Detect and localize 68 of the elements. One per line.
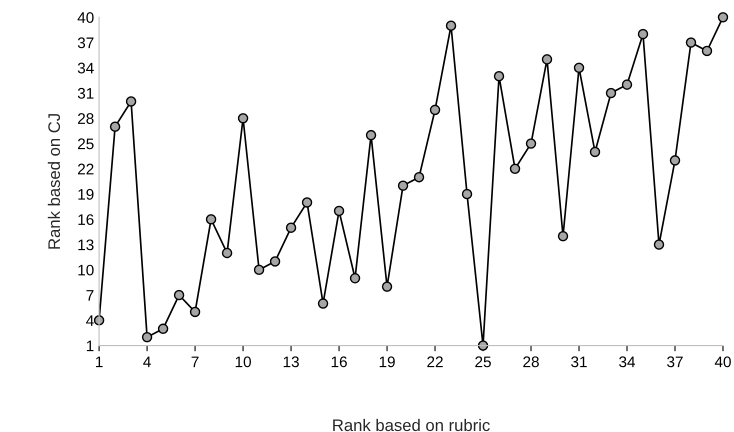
point bbox=[414, 172, 424, 182]
point bbox=[526, 138, 536, 149]
point bbox=[606, 88, 616, 98]
y-tick-label: 16 bbox=[78, 214, 94, 226]
point bbox=[702, 46, 712, 56]
point bbox=[158, 324, 168, 334]
point bbox=[366, 130, 376, 140]
point bbox=[270, 256, 280, 267]
point bbox=[462, 188, 472, 200]
point bbox=[174, 290, 184, 300]
point bbox=[126, 96, 136, 107]
y-tick-label: 19 bbox=[78, 188, 94, 200]
point bbox=[430, 104, 440, 116]
y-tick-label: 25 bbox=[78, 138, 94, 150]
x-tick-label: 28 bbox=[523, 356, 539, 368]
point bbox=[590, 146, 600, 158]
y-tick-label: 40 bbox=[78, 12, 94, 23]
x-axis-title: Rank based on rubric bbox=[333, 418, 490, 432]
y-tick-label: 1 bbox=[86, 340, 94, 352]
x-tick-label: 13 bbox=[284, 356, 299, 368]
y-tick-label: 4 bbox=[86, 315, 94, 326]
point bbox=[718, 12, 728, 22]
point bbox=[510, 164, 520, 174]
x-tick-label: 4 bbox=[143, 356, 151, 368]
point bbox=[318, 298, 328, 309]
y-tick-label: 10 bbox=[78, 264, 94, 276]
y-tick-label: 37 bbox=[78, 37, 94, 48]
y-tick-label: 31 bbox=[78, 88, 94, 99]
y-tick-label: 13 bbox=[78, 239, 94, 250]
x-tick-label: 16 bbox=[332, 356, 347, 368]
x-tick-label: 40 bbox=[714, 356, 731, 368]
x-tick-label: 37 bbox=[667, 356, 683, 368]
point bbox=[334, 206, 344, 216]
point bbox=[494, 71, 504, 82]
point bbox=[654, 239, 664, 250]
point bbox=[382, 281, 392, 292]
y-tick-label: 34 bbox=[78, 62, 94, 74]
point bbox=[558, 230, 568, 242]
x-tick-label: 19 bbox=[380, 356, 395, 368]
point bbox=[206, 214, 216, 225]
point bbox=[350, 273, 360, 284]
y-axis-title: Rank based on CJ bbox=[48, 114, 60, 249]
point bbox=[638, 28, 648, 40]
point bbox=[574, 62, 584, 73]
x-tick-label: 10 bbox=[236, 356, 251, 368]
point bbox=[398, 180, 408, 191]
point bbox=[302, 197, 312, 208]
point bbox=[238, 113, 248, 124]
point bbox=[686, 37, 696, 48]
y-tick-label: 28 bbox=[78, 113, 94, 124]
point bbox=[190, 306, 200, 318]
point bbox=[542, 54, 552, 65]
point bbox=[142, 332, 152, 342]
point bbox=[254, 264, 264, 276]
point bbox=[110, 122, 120, 132]
x-tick-label: 34 bbox=[619, 356, 636, 368]
x-tick-label: 22 bbox=[427, 356, 443, 368]
point bbox=[670, 155, 680, 166]
point bbox=[286, 222, 296, 233]
x-tick-label: 31 bbox=[571, 356, 587, 368]
y-tick-label: 7 bbox=[86, 290, 94, 301]
point bbox=[222, 248, 232, 258]
x-tick-label: 1 bbox=[96, 356, 103, 368]
y-tick-label: 22 bbox=[78, 164, 94, 174]
x-tick-label: 25 bbox=[475, 356, 491, 368]
x-tick-label: 7 bbox=[192, 356, 199, 368]
point bbox=[446, 20, 456, 31]
point bbox=[622, 79, 632, 90]
